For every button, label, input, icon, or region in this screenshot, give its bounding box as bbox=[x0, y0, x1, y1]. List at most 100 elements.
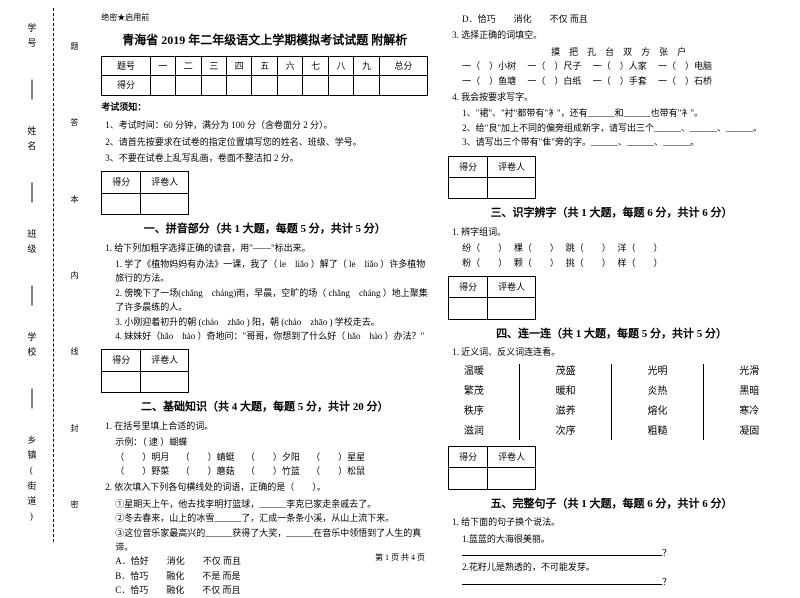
word: 炎热 bbox=[647, 384, 667, 400]
left-column: 绝密★启用前 青海省 2019 年二年级语文上学期模拟考试试题 附解析 题号 一… bbox=[91, 8, 438, 542]
margin-label: 学校 bbox=[25, 332, 38, 362]
cell: 得分 bbox=[449, 277, 488, 298]
question: 3. 小刚迎着初升的朝 (cháo zhāo ) 阳，朝 (cháo zhāo … bbox=[115, 315, 428, 329]
match-col: 茂盛 暖和 滋养 次序 bbox=[556, 364, 576, 440]
side-char: 封 bbox=[69, 424, 80, 432]
margin-line bbox=[31, 286, 32, 306]
blank-row: 一（ ）鱼塘 一（ ）白纸 一（ ）手套 一（ ）石桥 bbox=[462, 74, 775, 88]
option: C．恰巧 融化 不仅 而且 bbox=[115, 583, 428, 597]
score-table: 题号 一 二 三 四 五 六 七 八 九 总分 得分 bbox=[101, 56, 428, 96]
grade-box: 得分评卷人 bbox=[448, 156, 536, 200]
cell: 六 bbox=[277, 56, 302, 75]
sub-question: ③这位音乐家最高兴的______获得了大奖，______在音乐中领悟到了人生的真… bbox=[115, 526, 428, 555]
margin-line bbox=[31, 80, 32, 100]
blank-row: 粉（ ） 颗（ ） 挑（ ） 样（ ） bbox=[462, 256, 775, 270]
blank: 一（ ）小树 bbox=[462, 61, 516, 71]
word: 粗糙 bbox=[647, 424, 667, 440]
question: 2. 依次填入下列各句横线处的词语，正确的是（ ）。 bbox=[105, 480, 428, 494]
cell: 评卷人 bbox=[141, 172, 189, 193]
word-bank: 摸 把 孔 台 双 方 张 户 bbox=[462, 45, 775, 59]
blank: 棵（ ） bbox=[514, 243, 555, 253]
blank: 一（ ）手套 bbox=[593, 76, 647, 86]
section-title: 二、基础知识（共 4 大题，每题 5 分，共计 20 分） bbox=[101, 399, 428, 417]
side-char: 答 bbox=[69, 118, 80, 126]
blank-row: （ ）野菜 （ ）蘑菇 （ ）竹篮 （ ）松鼠 bbox=[115, 464, 428, 478]
page-footer: 第 1 页 共 4 页 bbox=[0, 552, 800, 563]
word: 熔化 bbox=[647, 404, 667, 420]
blank: （ ）明月 bbox=[115, 452, 169, 462]
question: 4. 我会按要求写字。 bbox=[452, 90, 775, 104]
word: 滋润 bbox=[464, 424, 484, 440]
margin-label: 学号 bbox=[25, 23, 38, 53]
right-column: D．恰巧 消化 不仅 而且 3. 选择正确的词填空。 摸 把 孔 台 双 方 张… bbox=[438, 8, 785, 542]
question: 4. 妹妹好（hǎo hào ）奇地问："哥哥，你想到了什么好（ hǎo hào… bbox=[115, 329, 428, 343]
word: 茂盛 bbox=[556, 364, 576, 380]
cell: 得分 bbox=[449, 446, 488, 467]
blank: 粉（ ） bbox=[462, 258, 503, 268]
cell: 七 bbox=[303, 56, 328, 75]
blank: 一（ ）石桥 bbox=[658, 76, 712, 86]
table-row: 得分 bbox=[102, 76, 428, 95]
cell: 一 bbox=[150, 56, 175, 75]
sub-question: 1、"裙"、"衬"都带有"衤"，还有______和______也带有"衤"。 bbox=[462, 106, 775, 120]
grade-box: 得分评卷人 bbox=[101, 349, 189, 393]
word: 滋养 bbox=[556, 404, 576, 420]
section-title: 四、连一连（共 1 大题，每题 5 分，共计 5 分） bbox=[448, 326, 775, 344]
blank: （ ）星星 bbox=[311, 452, 365, 462]
sub-question: ②冬去春来，山上的冰雪______了，汇成一条条小溪，从山上流下来。 bbox=[115, 511, 428, 525]
match-col: 光滑 黑暗 寒冷 凝固 bbox=[739, 364, 759, 440]
blank: 洋（ ） bbox=[617, 243, 662, 253]
notice-item: 2、请首先按要求在试卷的指定位置填写您的姓名、班级、学号。 bbox=[105, 135, 428, 149]
cell: 评卷人 bbox=[488, 156, 536, 177]
margin-label: 乡镇(街道) bbox=[25, 435, 38, 527]
blank: （ ）蜻蜓 bbox=[181, 452, 235, 462]
question: 1. 给下列加粗字选择正确的读音，用"——"标出来。 bbox=[105, 241, 428, 255]
word: 光明 bbox=[647, 364, 667, 380]
cell: 评卷人 bbox=[141, 350, 189, 371]
match-col: 光明 炎热 熔化 粗糙 bbox=[647, 364, 667, 440]
grade-box: 得分评卷人 bbox=[101, 171, 189, 215]
grade-box: 得分评卷人 bbox=[448, 276, 536, 320]
exam-title: 青海省 2019 年二年级语文上学期模拟考试试题 附解析 bbox=[101, 31, 428, 50]
blank: 挑（ ） bbox=[566, 258, 607, 268]
cell: 评卷人 bbox=[488, 446, 536, 467]
cell: 二 bbox=[176, 56, 201, 75]
cell: 得分 bbox=[449, 156, 488, 177]
blank: （ ）竹篮 bbox=[246, 466, 300, 476]
dotted-line bbox=[53, 8, 54, 542]
margin-label: 姓名 bbox=[25, 126, 38, 156]
blank-row: 纷（ ） 棵（ ） 跳（ ） 洋（ ） bbox=[462, 241, 775, 255]
section-title: 五、完整句子（共 1 大题，每题 6 分，共计 6 分） bbox=[448, 496, 775, 514]
side-char: 本 bbox=[69, 195, 80, 203]
margin-line bbox=[31, 389, 32, 409]
question: 1. 给下面的句子换个说法。 bbox=[452, 515, 775, 529]
grade-box: 得分评卷人 bbox=[448, 446, 536, 490]
blank: 一（ ）白纸 bbox=[527, 76, 581, 86]
word: 黑暗 bbox=[739, 384, 759, 400]
blank: 一（ ）尺子 bbox=[527, 61, 581, 71]
margin-line bbox=[31, 183, 32, 203]
matching-block: 温暖 繁茂 秩序 滋润 茂盛 暖和 滋养 次序 光明 炎热 熔化 粗糙 光滑 bbox=[448, 364, 775, 440]
word: 次序 bbox=[556, 424, 576, 440]
page-container: 学号 姓名 班级 学校 乡镇(街道) 题 答 本 内 线 封 密 绝密★启用前 … bbox=[0, 0, 800, 550]
side-char: 密 bbox=[69, 500, 80, 508]
match-col: 温暖 繁茂 秩序 滋润 bbox=[464, 364, 484, 440]
blank: （ ）野菜 bbox=[115, 466, 169, 476]
word: 凝固 bbox=[739, 424, 759, 440]
blank: （ ）夕阳 bbox=[246, 452, 300, 462]
side-char: 线 bbox=[69, 347, 80, 355]
left-margin-side: 题 答 本 内 线 封 密 bbox=[58, 8, 92, 542]
blank: 纷（ ） bbox=[462, 243, 503, 253]
blank: （ ）松鼠 bbox=[311, 466, 365, 476]
blank: 一（ ）电脑 bbox=[658, 61, 712, 71]
secret-label: 绝密★启用前 bbox=[101, 12, 428, 25]
answer-line: ？ bbox=[462, 575, 775, 589]
blank: 跳（ ） bbox=[566, 243, 607, 253]
sub-question: 1.蓝蓝的大海很美丽。 bbox=[462, 532, 775, 546]
question: 1. 近义词、反义词连连看。 bbox=[452, 345, 775, 359]
blank: （ ）蘑菇 bbox=[181, 466, 235, 476]
divider bbox=[611, 364, 612, 440]
cell: 题号 bbox=[102, 56, 150, 75]
blank: 样（ ） bbox=[617, 258, 662, 268]
blank-row: （ ）明月 （ ）蜻蜓 （ ）夕阳 （ ）星星 bbox=[115, 450, 428, 464]
